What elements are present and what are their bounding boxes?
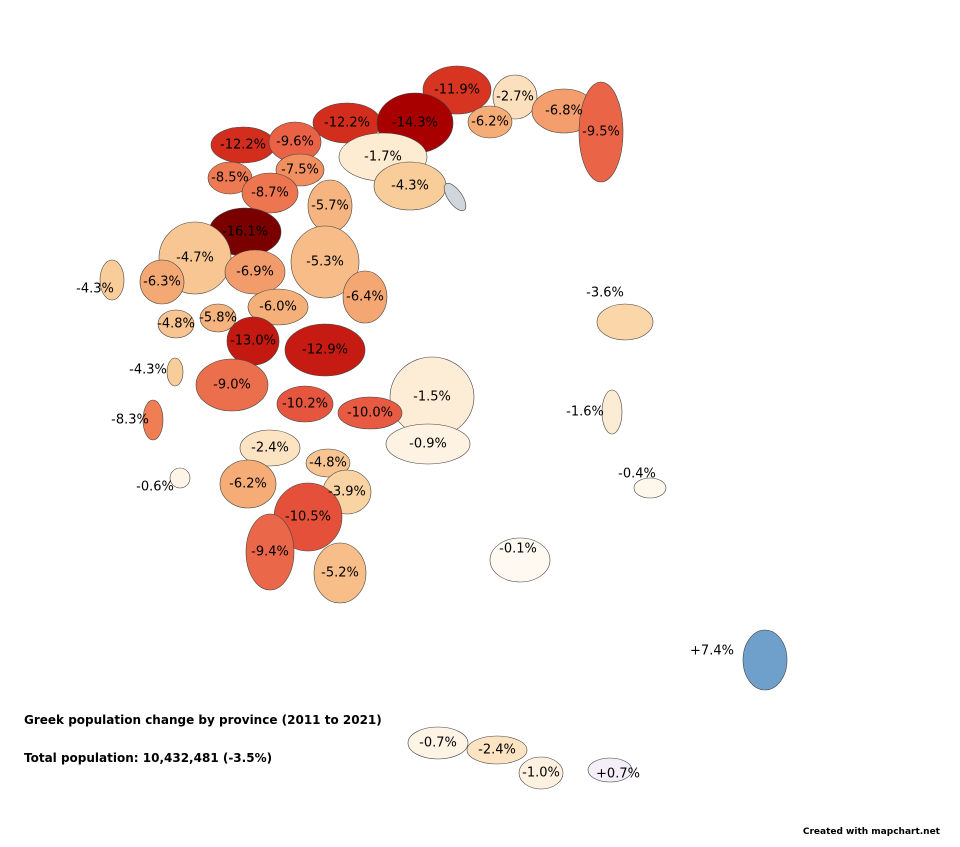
region-label: -4.8%: [309, 456, 347, 471]
region-label: -4.3%: [391, 179, 429, 194]
region-label: -8.7%: [251, 186, 289, 201]
region-shape: [385, 423, 471, 465]
region-shape: [305, 448, 351, 478]
region-shape: [290, 225, 360, 299]
region-label: -0.7%: [419, 736, 457, 751]
region-label: -11.9%: [434, 83, 480, 98]
region-shape: [284, 323, 366, 377]
region-label: -8.5%: [211, 171, 249, 186]
region-shape: [241, 172, 299, 214]
region-shape: [199, 303, 237, 333]
region-shape: [142, 399, 164, 441]
region-label: -5.7%: [311, 199, 349, 214]
region-label: -8.3%: [111, 413, 149, 428]
region-label: +0.7%: [596, 767, 640, 782]
region-shape: [337, 396, 403, 430]
region-label: -6.2%: [471, 115, 509, 130]
region-shape: [157, 309, 195, 339]
region-label: -0.6%: [136, 480, 174, 495]
region-label: -6.4%: [346, 290, 384, 305]
region-label: -4.8%: [157, 317, 195, 332]
region-label: -4.7%: [176, 251, 214, 266]
region-shape: [633, 477, 667, 499]
credit-text: Created with mapchart.net: [802, 827, 940, 837]
region-label: -6.9%: [236, 265, 274, 280]
region-label: -6.0%: [259, 300, 297, 315]
region-shape: [245, 513, 295, 591]
region-label: -9.4%: [251, 545, 289, 560]
region-shape: [239, 429, 301, 467]
region-shape: [219, 459, 277, 509]
region-shape: [247, 288, 309, 326]
region-shape: [407, 726, 469, 760]
region-shape: [139, 259, 185, 305]
region-label: -4.3%: [76, 282, 114, 297]
region-label: -10.5%: [285, 510, 331, 525]
region-label: -1.6%: [566, 405, 604, 420]
region-shape: [467, 105, 513, 139]
region-label: -6.8%: [545, 104, 583, 119]
region-shape: [489, 537, 551, 583]
region-label: -2.4%: [478, 743, 516, 758]
region-label: -9.6%: [276, 135, 314, 150]
region-label: -9.5%: [582, 125, 620, 140]
region-label: -2.4%: [251, 441, 289, 456]
region-label: -5.3%: [306, 255, 344, 270]
region-shape: [166, 357, 184, 387]
region-shape: [169, 467, 191, 489]
region-label: -16.1%: [222, 225, 268, 240]
region-shape: [587, 757, 633, 783]
region-shape: [518, 756, 564, 790]
region-shape: [601, 389, 623, 435]
region-label: +7.4%: [690, 644, 734, 659]
region-label: -3.9%: [328, 485, 366, 500]
region-shape: [492, 74, 538, 120]
region-shape: [195, 358, 269, 412]
region-label: -2.7%: [496, 90, 534, 105]
region-label: -4.3%: [129, 363, 167, 378]
region-label: -0.9%: [409, 437, 447, 452]
region-shape: [276, 385, 334, 423]
region-label: -10.0%: [347, 406, 393, 421]
region-mount-athos-no-data: [443, 182, 467, 212]
region-label: -12.2%: [324, 116, 370, 131]
region-label: -6.2%: [229, 477, 267, 492]
region-label: -1.0%: [522, 766, 560, 781]
region-label: -12.2%: [220, 138, 266, 153]
region-label: -14.3%: [392, 116, 438, 131]
region-label: -5.8%: [199, 311, 237, 326]
total-population: Total population: 10,432,481 (-3.5%): [24, 751, 273, 765]
region-shape: [596, 303, 654, 341]
region-shape: [466, 735, 528, 765]
region-label: -7.5%: [281, 163, 319, 178]
region-label: -9.0%: [213, 378, 251, 393]
region-label: -6.3%: [143, 275, 181, 290]
region-shape: [742, 629, 788, 691]
region-label: -0.4%: [618, 467, 656, 482]
region-label: -1.7%: [364, 150, 402, 165]
region-shape: [224, 249, 286, 295]
region-label: -0.1%: [499, 542, 537, 557]
region-label: -3.6%: [586, 286, 624, 301]
map-title: Greek population change by province (201…: [24, 713, 382, 727]
region-shape: [342, 270, 388, 324]
region-shape: [578, 81, 624, 183]
region-label: -5.2%: [321, 566, 359, 581]
region-shape: [99, 259, 125, 301]
region-label: -1.5%: [413, 390, 451, 405]
region-label: -12.9%: [302, 343, 348, 358]
region-label: -10.2%: [282, 397, 328, 412]
region-shape: [313, 542, 367, 604]
region-label: -13.0%: [230, 334, 276, 349]
